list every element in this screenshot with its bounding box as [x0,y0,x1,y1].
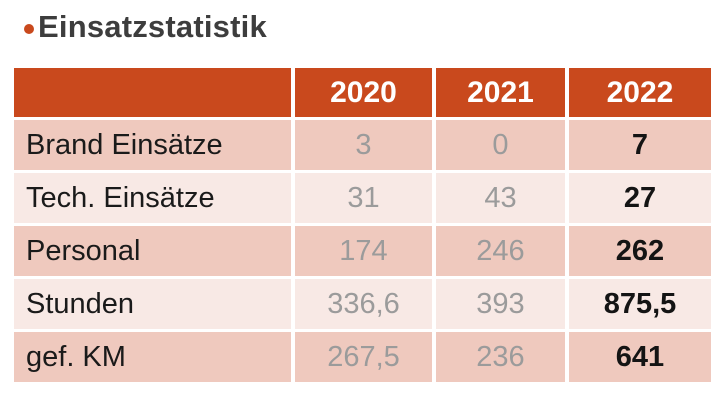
cell-value-2021: 43 [436,173,569,226]
cell-value-2021: 246 [436,226,569,279]
table-header: 2020 2021 2022 [14,68,711,120]
table-row-stunden: Stunden 336,6 393 875,5 [14,279,711,332]
cell-value-2022: 875,5 [569,279,711,332]
cell-value-2022: 641 [569,332,711,385]
header-cell-2022: 2022 [569,68,711,120]
header-cell-2021: 2021 [436,68,569,120]
row-label: Personal [14,226,295,279]
cell-value-2022: 27 [569,173,711,226]
header-row: 2020 2021 2022 [14,68,711,120]
cell-value-2022: 262 [569,226,711,279]
cell-value-2021: 236 [436,332,569,385]
bullet-icon [24,24,34,35]
cell-value-2022: 7 [569,120,711,173]
header-cell-2020: 2020 [295,68,436,120]
row-label: Tech. Einsätze [14,173,295,226]
cell-value-2021: 393 [436,279,569,332]
table-row-personal: Personal 174 246 262 [14,226,711,279]
cell-value-2020: 267,5 [295,332,436,385]
table-row-gef-km: gef. KM 267,5 236 641 [14,332,711,385]
cell-value-2020: 31 [295,173,436,226]
page-title: Einsatzstatistik [24,9,267,44]
table-row-tech-einsaetze: Tech. Einsätze 31 43 27 [14,173,711,226]
row-label: gef. KM [14,332,295,385]
table-row-brand-einsaetze: Brand Einsätze 3 0 7 [14,120,711,173]
header-cell-empty [14,68,295,120]
table-body: Brand Einsätze 3 0 7 Tech. Einsätze 31 4… [14,120,711,385]
cell-value-2020: 336,6 [295,279,436,332]
cell-value-2020: 174 [295,226,436,279]
cell-value-2020: 3 [295,120,436,173]
page-title-text: Einsatzstatistik [38,9,267,44]
row-label: Brand Einsätze [14,120,295,173]
cell-value-2021: 0 [436,120,569,173]
row-label: Stunden [14,279,295,332]
statistics-table: 2020 2021 2022 Brand Einsätze 3 0 7 Tech… [14,68,711,385]
